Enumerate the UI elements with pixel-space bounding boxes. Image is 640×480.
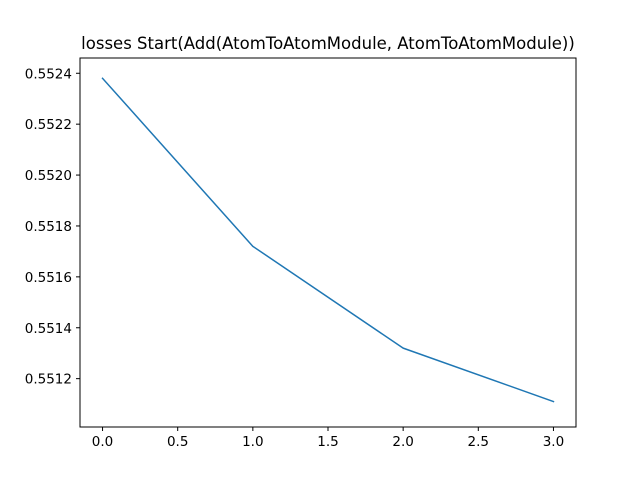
x-axis: 0.0 0.5 1.0 1.5 2.0 2.5 3.0 <box>92 427 564 450</box>
x-tick-label: 0.5 <box>167 434 188 450</box>
y-tick-label: 0.5516 <box>25 270 72 286</box>
y-axis: 0.5512 0.5514 0.5516 0.5518 0.5520 0.5522 0.55… <box>25 66 80 388</box>
series-layer <box>101 77 555 403</box>
plot-area-frame <box>79 57 577 428</box>
x-tick-label: 1.5 <box>317 434 338 450</box>
y-tick-label: 0.5518 <box>25 219 72 235</box>
series-line-0 <box>101 77 555 403</box>
y-tick-label: 0.5524 <box>25 66 72 82</box>
y-tick-label: 0.5522 <box>25 117 72 133</box>
x-tick-label: 1.0 <box>242 434 263 450</box>
y-tick-label: 0.5514 <box>25 321 72 337</box>
x-tick-label: 3.0 <box>543 434 564 450</box>
x-tick-label: 0.0 <box>92 434 113 450</box>
x-tick-label: 2.0 <box>392 434 413 450</box>
x-tick-label: 2.5 <box>468 434 489 450</box>
chart-title: losses Start(Add(AtomToAtomModule, AtomT… <box>81 34 575 53</box>
y-tick-label: 0.5520 <box>25 168 72 184</box>
y-tick-label: 0.5512 <box>25 372 72 388</box>
